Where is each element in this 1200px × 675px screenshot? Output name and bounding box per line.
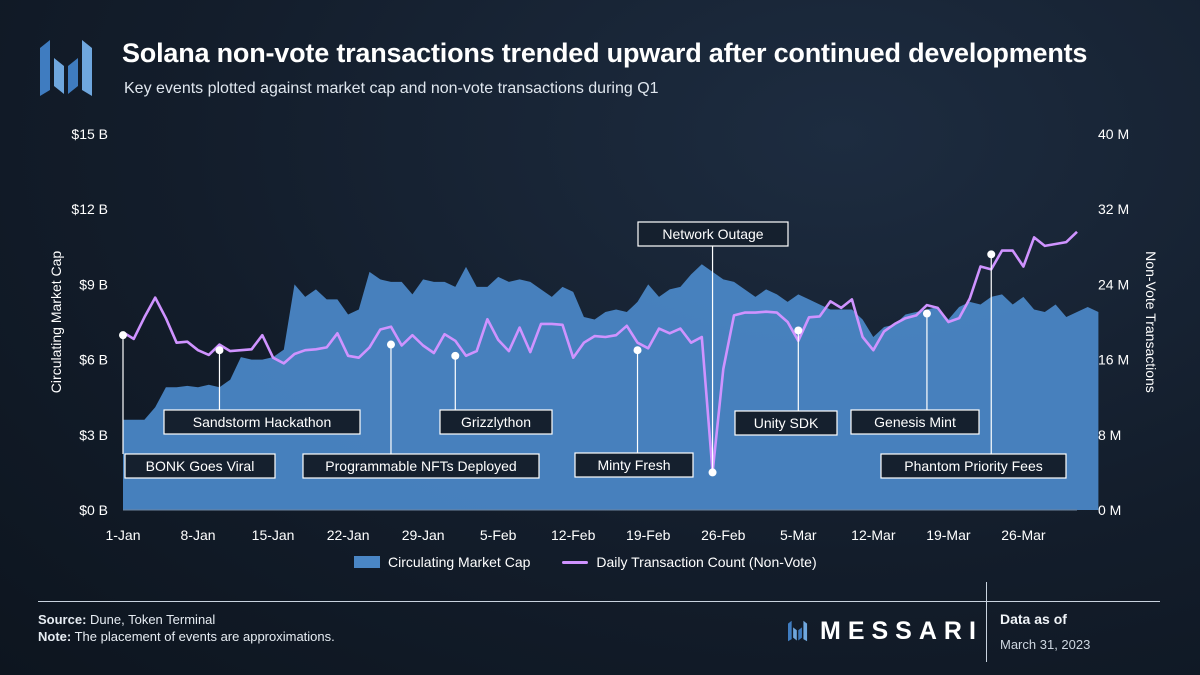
annotation-label: Programmable NFTs Deployed [325, 458, 516, 474]
brand: MESSARI [786, 616, 983, 645]
page-subtitle: Key events plotted against market cap an… [124, 80, 659, 97]
y-right-axis-title: Non-Vote Transactions [1143, 251, 1159, 393]
y-right-tick-label: 40 M [1098, 126, 1129, 142]
annotation-label: Sandstorm Hackathon [193, 414, 332, 430]
market-cap-area [123, 264, 1099, 510]
x-tick-label: 19-Feb [626, 527, 671, 543]
x-tick-label: 15-Jan [252, 527, 295, 543]
y-left-tick-label: $9 B [79, 276, 108, 292]
y-right-tick-label: 0 M [1098, 502, 1121, 518]
legend-label-transactions: Daily Transaction Count (Non-Vote) [596, 554, 817, 570]
source-note: Source: Dune, Token Terminal Note: The p… [38, 611, 335, 645]
messari-mark-icon [788, 620, 808, 642]
x-tick-label: 29-Jan [402, 527, 445, 543]
y-left-tick-label: $12 B [71, 201, 108, 217]
legend-label-market-cap: Circulating Market Cap [388, 554, 531, 570]
legend-swatch-line [562, 560, 589, 564]
source-text: Dune, Token Terminal [90, 612, 216, 627]
annotation-box [574, 452, 694, 478]
y-right-tick-label: 24 M [1098, 276, 1129, 292]
x-tick-label: 1-Jan [105, 527, 140, 543]
messari-logo-icon [40, 40, 92, 96]
footer-divider [38, 601, 1160, 602]
annotation-box [850, 409, 980, 435]
transactions-line [122, 230, 1078, 474]
annotation-marker [451, 351, 460, 360]
annotation-label: BONK Goes Viral [146, 458, 255, 474]
brand-wordmark: MESSARI [820, 616, 983, 645]
y-left-tick-label: $3 B [79, 427, 108, 443]
legend-item-transactions: Daily Transaction Count (Non-Vote) [562, 554, 817, 570]
annotation-box [163, 409, 361, 435]
annotation-label: Network Outage [662, 226, 763, 242]
annotation-label: Unity SDK [754, 415, 819, 431]
note-label: Note: [38, 629, 72, 644]
x-tick-label: 5-Feb [480, 527, 517, 543]
x-tick-label: 5-Mar [780, 527, 817, 543]
annotation-box [439, 409, 553, 435]
annotation-marker [119, 331, 127, 340]
annotation-marker [633, 346, 642, 355]
annotation-marker [922, 309, 931, 318]
x-tick-label: 8-Jan [181, 527, 216, 543]
y-left-tick-label: $15 B [71, 126, 108, 142]
page-title: Solana non-vote transactions trended upw… [122, 38, 1088, 68]
annotation-marker [386, 340, 395, 349]
annotation-box [734, 410, 838, 436]
legend-item-market-cap: Circulating Market Cap [354, 554, 530, 570]
annotation-label: Phantom Priority Fees [904, 458, 1043, 474]
x-tick-label: 26-Feb [701, 527, 746, 543]
x-tick-label: 12-Feb [551, 527, 596, 543]
annotation-marker [708, 468, 717, 477]
annotation-label: Minty Fresh [597, 457, 670, 473]
y-right-tick-label: 32 M [1098, 201, 1129, 217]
annotation-box [637, 221, 789, 247]
annotation-box [880, 453, 1067, 479]
source-label: Source: [38, 612, 87, 627]
y-left-tick-label: $6 B [79, 352, 108, 368]
y-left-axis-title: Circulating Market Cap [48, 251, 64, 394]
x-tick-label: 22-Jan [327, 527, 370, 543]
y-right-tick-label: 16 M [1098, 352, 1129, 368]
annotation-box [302, 453, 540, 479]
data-as-of-label: Data as of [1000, 611, 1067, 627]
data-as-of-date: March 31, 2023 [1000, 637, 1091, 652]
annotation-marker [987, 250, 996, 259]
annotation-box [124, 453, 276, 479]
x-tick-label: 19-Mar [926, 527, 971, 543]
footer-vertical-divider [986, 582, 987, 662]
x-tick-label: 26-Mar [1001, 527, 1046, 543]
note-text: The placement of events are approximatio… [74, 629, 335, 644]
annotation-marker [215, 346, 224, 355]
legend: Circulating Market Cap Daily Transaction… [354, 554, 817, 570]
y-left-tick-label: $0 B [79, 502, 108, 518]
legend-swatch-area [354, 556, 380, 568]
annotation-label: Genesis Mint [874, 414, 956, 430]
annotation-marker [794, 326, 803, 335]
y-right-tick-label: 8 M [1098, 427, 1121, 443]
annotation-label: Grizzlython [461, 414, 531, 430]
x-tick-label: 12-Mar [851, 527, 896, 543]
